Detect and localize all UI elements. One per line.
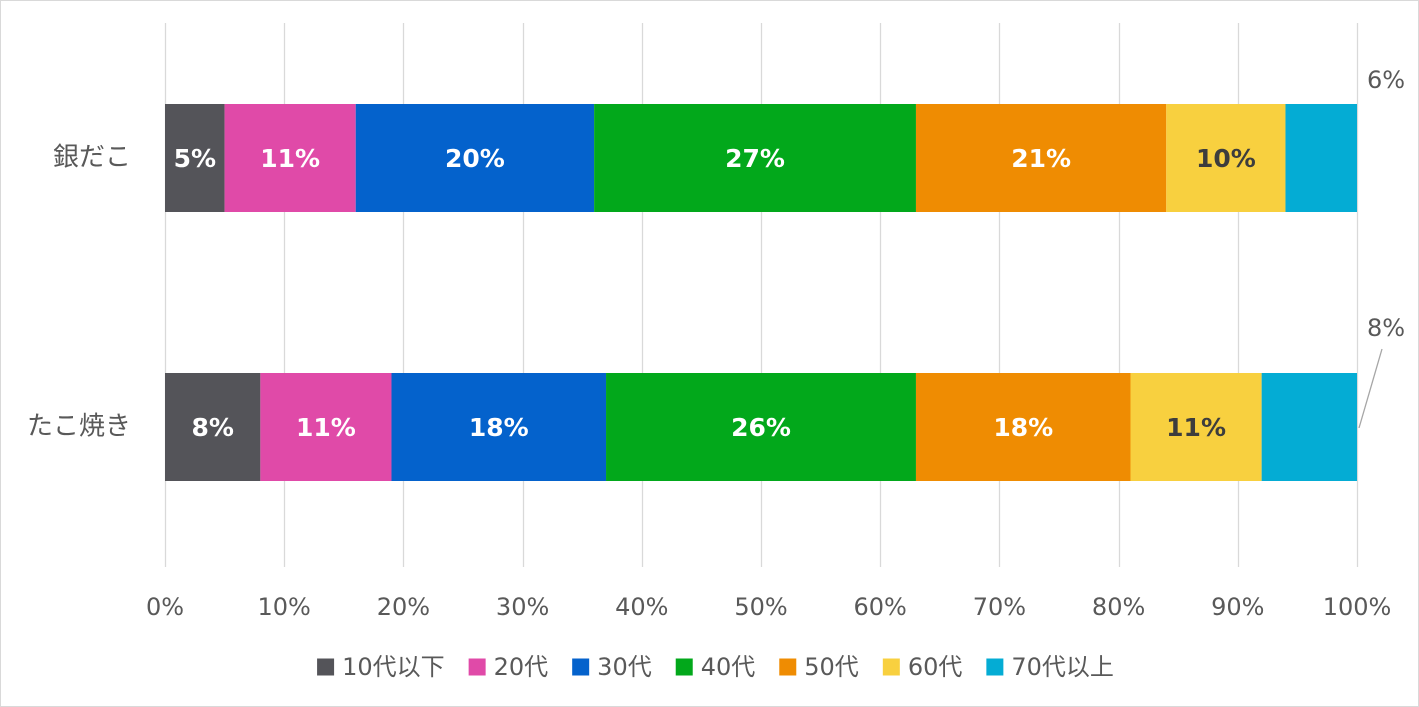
x-tick-label: 40% (615, 593, 668, 621)
data-label: 21% (1011, 144, 1071, 173)
legend-item: 20代 (468, 653, 549, 681)
data-label: 8% (191, 413, 233, 442)
bar-segment (1166, 104, 1286, 212)
legend-item: 40代 (675, 653, 756, 681)
bar-segment (165, 104, 225, 212)
x-tick-label: 80% (1092, 593, 1145, 621)
legend-label: 20代 (494, 653, 549, 681)
legend-label: 30代 (597, 653, 652, 681)
category-label: たこ焼き (27, 412, 131, 442)
legend-item: 10代以下 (317, 653, 445, 681)
bar-segment (915, 104, 1167, 212)
legend: 10代以下 20代 30代 40代 50代 60代 70代以上 (317, 653, 1114, 681)
x-tick-label: 90% (1211, 593, 1264, 621)
category-label: 銀だこ (53, 143, 131, 173)
x-tick-label: 100% (1323, 593, 1392, 621)
x-tick-label: 30% (496, 593, 549, 621)
bar-segment (260, 373, 392, 481)
legend-swatch (468, 658, 486, 676)
bar-segment (594, 104, 916, 212)
data-labels: 5% 11% 20% 27% 21% 10% 6% 8% 11% 18% 26% 18% 11% 8% (174, 66, 1405, 442)
data-label: 18% (993, 413, 1053, 442)
leader-line (1358, 348, 1383, 429)
data-label: 6% (1367, 66, 1405, 94)
data-label: 20% (445, 144, 505, 173)
legend-label: 70代以上 (1011, 653, 1114, 681)
legend-label: 10代以下 (342, 653, 445, 681)
data-label: 5% (174, 144, 216, 173)
data-label: 26% (731, 413, 791, 442)
legend-swatch (572, 658, 590, 676)
x-tick-label: 10% (258, 593, 311, 621)
x-tick-label: 50% (734, 593, 787, 621)
bar-segment (606, 373, 916, 481)
legend-label: 50代 (804, 653, 859, 681)
legend-item: 70代以上 (986, 653, 1114, 681)
legend-label: 40代 (701, 653, 756, 681)
legend-swatch (675, 658, 693, 676)
data-label: 11% (296, 413, 356, 442)
data-label: 18% (469, 413, 529, 442)
data-label: 10% (1196, 144, 1256, 173)
bar-segment (391, 373, 607, 481)
data-label: 11% (260, 144, 320, 173)
x-tick-label: 70% (973, 593, 1026, 621)
x-tick-label: 20% (377, 593, 430, 621)
bar-segment (1261, 373, 1357, 481)
bar-segment (224, 104, 356, 212)
bar-segment (915, 373, 1131, 481)
bar-segment (1285, 104, 1357, 212)
data-label: 8% (1367, 314, 1405, 342)
bar-segment (355, 104, 595, 212)
legend-item: 30代 (572, 653, 652, 681)
x-tick-label: 0% (146, 593, 184, 621)
legend-swatch (779, 658, 797, 676)
x-tick-label: 60% (854, 593, 907, 621)
bar-segment (165, 373, 261, 481)
legend-swatch (882, 658, 900, 676)
legend-item: 50代 (779, 653, 859, 681)
data-label: 11% (1166, 413, 1226, 442)
bars (165, 104, 1357, 481)
data-label: 27% (725, 144, 785, 173)
legend-label: 60代 (908, 653, 963, 681)
legend-swatch (986, 658, 1004, 676)
bar-segment (1130, 373, 1262, 481)
legend-item: 60代 (882, 653, 963, 681)
legend-swatch (317, 658, 335, 676)
